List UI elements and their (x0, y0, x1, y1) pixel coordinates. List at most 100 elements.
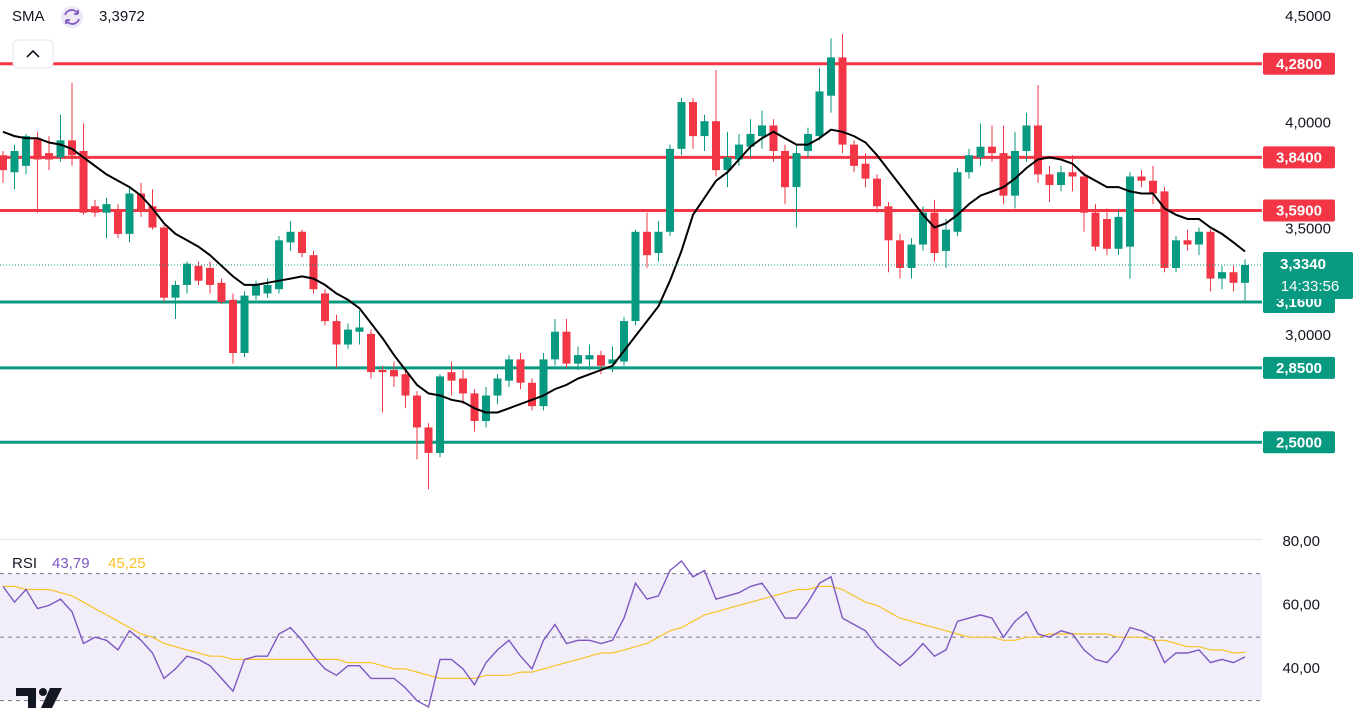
candle-body (861, 163, 870, 179)
candle-body (424, 427, 433, 453)
candle-body (217, 282, 226, 302)
collapse-icon[interactable] (26, 49, 40, 58)
rsi-legend: RSI 43,79 45,25 (12, 555, 146, 572)
candle-body (562, 331, 571, 364)
candle-body (1022, 125, 1031, 151)
candle-body (22, 136, 30, 166)
candle-body (10, 150, 19, 173)
candle-body (0, 155, 7, 171)
level-label: 3,8400 (1276, 149, 1322, 166)
candle-body (252, 284, 260, 296)
candle-body (1218, 272, 1226, 279)
candle-body (965, 155, 973, 173)
candle-body (505, 359, 513, 381)
level-label-box (1263, 52, 1335, 75)
candle-body (1114, 216, 1123, 249)
level-label-box (1263, 431, 1335, 454)
candle-body (378, 370, 387, 373)
candle-body (1183, 240, 1192, 245)
candle-body (56, 140, 65, 158)
candle-body (539, 359, 548, 407)
sma-name: SMA (12, 8, 45, 25)
candle-body (643, 231, 651, 256)
sma-icon (64, 9, 80, 25)
candle-body (516, 359, 525, 383)
candle-body (206, 267, 214, 285)
level-label: 2,8500 (1276, 360, 1322, 377)
candle-body (1149, 180, 1157, 194)
logo (16, 688, 62, 708)
candle-body (1229, 272, 1238, 283)
candle-body (1034, 125, 1042, 175)
candle-body (160, 227, 168, 298)
candle-body (91, 206, 99, 213)
candle-body (1011, 150, 1019, 196)
candle-body (873, 178, 881, 207)
candle-body (769, 125, 778, 151)
candle-body (1206, 231, 1215, 279)
candle-body (999, 153, 1008, 196)
candle-body (493, 378, 502, 396)
sma-value: 3,3972 (99, 8, 145, 25)
candle-body (1126, 176, 1134, 247)
candle-body (907, 244, 916, 268)
candle-body (631, 231, 640, 322)
logo-part (16, 688, 36, 708)
candle-body (482, 395, 490, 422)
candle-body (758, 125, 766, 137)
candle-body (298, 231, 306, 254)
collapse-button[interactable] (12, 39, 54, 69)
candle-body (171, 284, 180, 298)
candle-body (528, 382, 536, 407)
candle-body (815, 91, 824, 137)
countdown: 14:33:56 (1281, 278, 1339, 295)
candle-body (68, 140, 76, 156)
candle-body (746, 133, 755, 147)
candle-body (804, 133, 812, 151)
candle-body (953, 172, 962, 232)
candle-body (884, 206, 893, 241)
candle-body (1080, 176, 1088, 213)
candle-body (45, 153, 53, 160)
y-tick-label: 3,0000 (1285, 327, 1331, 344)
candle-body (263, 284, 272, 294)
y-tick-label: 4,5000 (1285, 8, 1331, 25)
candle-body (608, 359, 617, 364)
candle-body (321, 293, 329, 322)
last-price-label: 3,3340 (1280, 256, 1326, 273)
candle-body (1057, 172, 1065, 186)
candle-body (919, 212, 927, 245)
candle-body (413, 395, 421, 428)
candle-body (988, 146, 996, 154)
candle-body (976, 146, 985, 158)
price-pane (0, 34, 1262, 490)
candle-body (792, 153, 801, 188)
level-label: 2,5000 (1276, 434, 1322, 451)
candle-body (286, 231, 295, 243)
y-tick-label: 4,0000 (1285, 114, 1331, 131)
candle-body (574, 355, 582, 364)
candle-body (585, 355, 594, 360)
candle-body (712, 121, 720, 171)
candle-body (1195, 231, 1203, 245)
candle-body (827, 57, 835, 96)
candle-body (240, 295, 249, 353)
candle-body (1045, 174, 1054, 186)
collapse-button-box[interactable] (12, 39, 54, 69)
indicator-legend: SMA 3,3972 (12, 6, 145, 28)
candle-body (597, 355, 605, 366)
candle-body (1068, 172, 1077, 177)
candle-body (102, 204, 111, 213)
candle-body (620, 321, 628, 362)
candle-body (942, 229, 950, 251)
candle-body (114, 210, 122, 234)
candle-body (390, 370, 398, 377)
candle-body (332, 321, 341, 345)
candle-body (33, 138, 42, 160)
logo-part (39, 688, 47, 696)
y-tick-label: 60,00 (1282, 596, 1320, 613)
logo-part (41, 688, 62, 708)
rsi-title: RSI (12, 555, 37, 572)
price-axis: 4,5000 4,0000 3,5000 3,0000 4,2800 3,8400 3,59… (1262, 0, 1363, 721)
